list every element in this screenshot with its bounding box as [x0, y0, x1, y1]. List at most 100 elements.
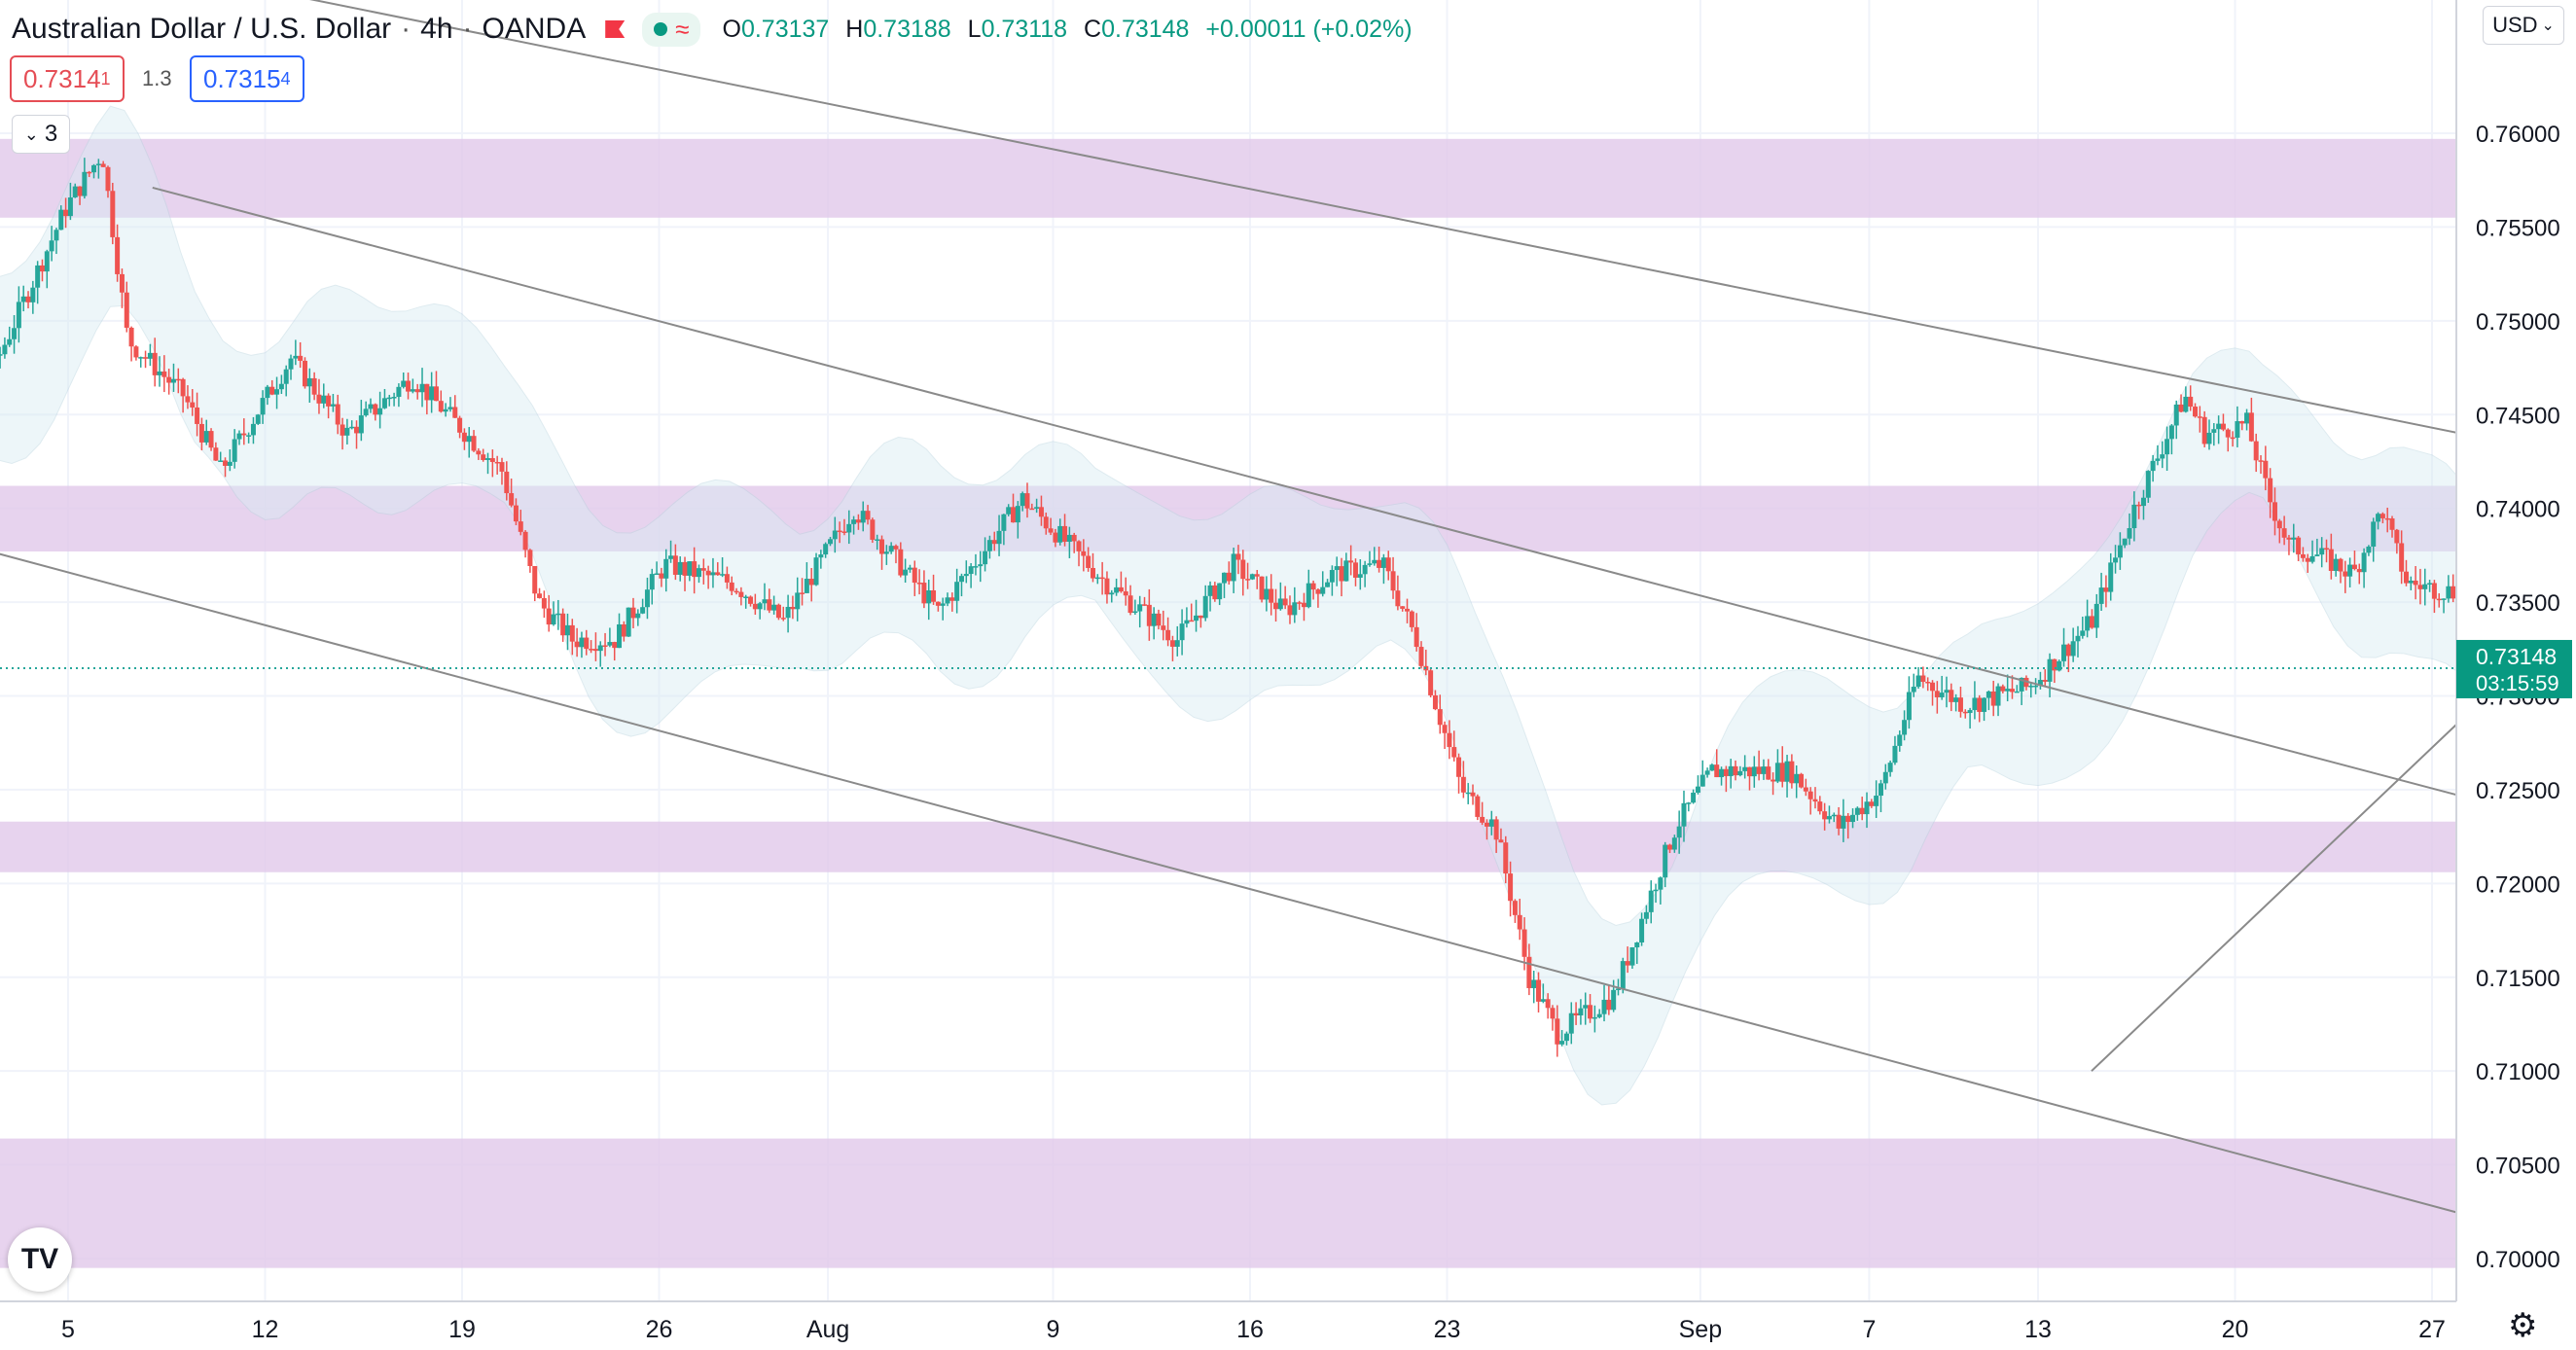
buy-button[interactable]: 0.7315 4: [190, 55, 304, 102]
candle-body: [555, 613, 561, 616]
candle-body: [983, 551, 988, 565]
candle-body: [2403, 571, 2409, 584]
symbol-title[interactable]: Australian Dollar / U.S. Dollar: [12, 13, 392, 45]
candle-body: [1962, 711, 1968, 714]
candle-body: [883, 551, 889, 554]
candle-body: [743, 596, 749, 599]
candle-body: [1081, 551, 1087, 556]
candle-body: [1194, 615, 1199, 622]
candle-body: [1493, 819, 1499, 840]
candle-body: [2145, 471, 2151, 498]
candle-body: [1986, 691, 1991, 698]
buy-price: 0.7315: [203, 63, 281, 93]
candle-body: [1372, 559, 1377, 564]
candle-body: [203, 431, 209, 443]
candle-body: [537, 593, 543, 598]
candle-body: [687, 561, 693, 576]
status-pill[interactable]: ≈: [642, 12, 701, 47]
candle-body: [2272, 502, 2277, 521]
candle-body: [401, 380, 407, 387]
candle-body: [2389, 518, 2395, 530]
candle-body: [1531, 979, 1537, 988]
currency-select[interactable]: USD ⌄: [2483, 6, 2564, 45]
x-tick-label: Aug: [806, 1316, 849, 1343]
spread-value: 1.3: [142, 66, 172, 90]
candle-body: [143, 357, 149, 359]
candle-body: [354, 426, 360, 434]
candle-body: [2235, 421, 2240, 438]
candle-body: [2037, 680, 2043, 686]
candle-body: [2436, 598, 2442, 601]
candle-body: [509, 493, 515, 506]
candle-body: [1169, 640, 1175, 647]
candle-body: [860, 511, 866, 523]
candle-body: [396, 386, 402, 398]
candle-body: [978, 564, 984, 567]
candle-body: [330, 404, 336, 407]
candle-body: [49, 240, 54, 252]
interval-label[interactable]: 4h: [420, 13, 453, 45]
candle-body: [888, 546, 894, 552]
candle-body: [250, 423, 256, 436]
trendline: [308, 0, 2576, 458]
candle-body: [2376, 514, 2381, 522]
candle-body: [1878, 783, 1883, 797]
candle-body: [522, 531, 528, 551]
candle-body: [715, 572, 721, 576]
y-tick-label: 0.73500: [2476, 590, 2560, 617]
candle-body: [485, 458, 491, 460]
y-tick-label: 0.70500: [2476, 1154, 2560, 1180]
candle-body: [2446, 586, 2451, 599]
candle-body: [429, 386, 435, 401]
candle-body: [672, 555, 678, 575]
x-tick-label: 7: [1862, 1316, 1876, 1343]
candle-body: [1822, 811, 1828, 820]
candle-body: [1691, 792, 1697, 803]
candle-body: [1165, 629, 1171, 641]
candle-body: [161, 371, 167, 377]
candle-body: [949, 597, 955, 601]
candle-body: [344, 427, 350, 436]
candle-body: [1456, 757, 1462, 777]
y-tick-label: 0.75500: [2476, 215, 2560, 241]
candle-body: [1254, 574, 1260, 577]
candle-body: [2160, 454, 2165, 459]
candle-body: [2263, 460, 2269, 479]
candle-body: [1320, 586, 1326, 594]
wave-icon: ≈: [675, 14, 690, 44]
tradingview-logo-icon[interactable]: TV: [8, 1227, 72, 1292]
candle-body: [1766, 766, 1771, 780]
gear-icon[interactable]: ⚙: [2508, 1307, 2538, 1344]
candle-body: [1179, 623, 1185, 641]
candle-body: [612, 642, 618, 649]
sell-button[interactable]: 0.7314 1: [10, 55, 125, 102]
ohlc-values: O0.73137 H0.73188 L0.73118 C0.73148 +0.0…: [722, 15, 1413, 43]
candle-body: [1273, 602, 1279, 610]
candle-body: [1094, 577, 1100, 580]
candle-body: [1611, 989, 1617, 1011]
candle-body: [592, 649, 598, 652]
candle-body: [2351, 564, 2357, 570]
candle-body: [138, 357, 144, 359]
candle-body: [1184, 620, 1190, 624]
indicators-count: 3: [44, 121, 58, 147]
candle-body: [2033, 685, 2039, 688]
candle-body: [302, 360, 307, 387]
candle-body: [476, 450, 482, 455]
candle-body: [373, 404, 378, 415]
candle-body: [1090, 567, 1095, 579]
candle-body: [1034, 507, 1040, 509]
indicators-toggle[interactable]: ⌄ 3: [12, 115, 70, 154]
candle-body: [795, 592, 801, 610]
candle-body: [180, 378, 186, 397]
candle-body: [1915, 675, 1921, 688]
candle-body: [931, 589, 937, 602]
candle-body: [1925, 682, 1931, 684]
candle-body: [471, 436, 477, 451]
candle-body: [851, 519, 857, 524]
candle-body: [1663, 844, 1668, 878]
candle-body: [1480, 816, 1485, 823]
candle-body: [2230, 437, 2236, 440]
